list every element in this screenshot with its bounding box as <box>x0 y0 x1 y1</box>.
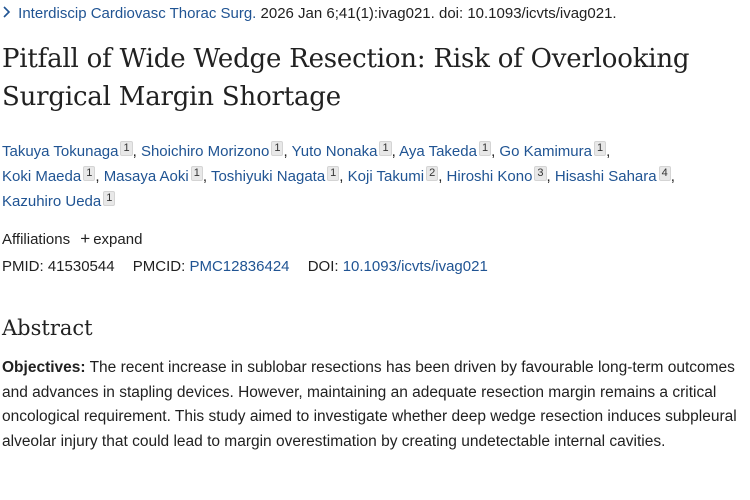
author-link[interactable]: Takuya Tokunaga <box>2 143 119 160</box>
author-separator: , <box>391 143 400 160</box>
author-link[interactable]: Shoichiro Morizono <box>140 143 270 160</box>
author-item: Kazuhiro Ueda 1 <box>2 191 116 210</box>
doi-label: DOI: <box>307 258 339 275</box>
author-list: Takuya Tokunaga 1, Shoichiro Morizono 1, Y… <box>2 139 748 214</box>
author-item: Takuya Tokunaga 1 <box>2 141 133 160</box>
affiliation-number-badge[interactable]: 1 <box>379 141 392 156</box>
expand-label: expand <box>93 231 143 248</box>
affiliation-number-badge[interactable]: 3 <box>534 166 547 181</box>
pmcid-link[interactable]: PMC12836424 <box>189 258 290 275</box>
author-link[interactable]: Go Kamimura <box>499 143 592 160</box>
pmcid-label: PMCID: <box>132 258 186 275</box>
affiliation-number-badge[interactable]: 1 <box>120 141 133 156</box>
doi-link[interactable]: 10.1093/icvts/ivag021 <box>342 258 488 275</box>
author-item: Koki Maeda 1 <box>2 166 96 185</box>
author-link[interactable]: Hisashi Sahara <box>554 168 657 185</box>
author-link[interactable]: Aya Takeda <box>399 143 477 160</box>
affiliations-expand-button[interactable]: + expand <box>80 229 143 248</box>
journal-citation: Interdiscip Cardiovasc Thorac Surg. 2026… <box>2 4 617 24</box>
affiliation-number-badge[interactable]: 2 <box>426 166 439 181</box>
author-separator: , <box>283 143 292 160</box>
author-link[interactable]: Koji Takumi <box>347 168 425 185</box>
chevron-right-icon[interactable] <box>2 4 14 24</box>
identifiers-row: PMID: 41530544 PMCID: PMC12836424 DOI: 1… <box>2 257 502 277</box>
author-item: Toshiyuki Nagata 1 <box>210 166 340 185</box>
author-item: Go Kamimura 1 <box>499 141 607 160</box>
pmid-value: 41530544 <box>47 258 115 275</box>
affiliation-number-badge[interactable]: 1 <box>271 141 284 156</box>
author-link[interactable]: Kazuhiro Ueda <box>2 193 102 210</box>
objectives-text: The recent increase in sublobar resectio… <box>2 359 737 450</box>
author-separator: , <box>95 168 104 185</box>
affiliation-number-badge[interactable]: 1 <box>83 166 96 181</box>
author-separator: , <box>202 168 211 185</box>
plus-icon: + <box>80 229 91 248</box>
author-item: Yuto Nonaka 1 <box>291 141 392 160</box>
author-link[interactable]: Toshiyuki Nagata <box>210 168 326 185</box>
affiliation-number-badge[interactable]: 1 <box>593 141 607 156</box>
objectives-label: Objectives: <box>2 359 86 376</box>
author-item: Masaya Aoki 1 <box>103 166 203 185</box>
author-separator: , <box>670 168 675 185</box>
abstract-body: Objectives: The recent increase in sublo… <box>2 356 744 464</box>
author-link[interactable]: Hiroshi Kono <box>446 168 533 185</box>
abstract-objectives: Objectives: The recent increase in sublo… <box>2 356 744 454</box>
author-separator: , <box>606 143 611 160</box>
author-separator: , <box>132 143 141 160</box>
author-separator: , <box>339 168 348 185</box>
author-item: Shoichiro Morizono 1 <box>140 141 284 160</box>
author-separator: , <box>491 143 500 160</box>
author-link[interactable]: Masaya Aoki <box>103 168 189 185</box>
affiliation-number-badge[interactable]: 1 <box>478 141 492 156</box>
author-item: Hisashi Sahara 4 <box>554 166 671 185</box>
author-link[interactable]: Yuto Nonaka <box>291 143 378 160</box>
author-item: Hiroshi Kono 3 <box>446 166 547 185</box>
author-item: Aya Takeda 1 <box>399 141 492 160</box>
affiliation-number-badge[interactable]: 1 <box>103 191 116 206</box>
journal-citation-details: 2026 Jan 6;41(1):ivag021. doi: 10.1093/i… <box>260 5 617 22</box>
page-title: Pitfall of Wide Wedge Resection: Risk of… <box>2 44 690 112</box>
author-separator: , <box>546 168 555 185</box>
author-separator: , <box>438 168 447 185</box>
journal-link[interactable]: Interdiscip Cardiovasc Thorac Surg. <box>18 5 257 22</box>
pmid-label: PMID: <box>2 258 44 275</box>
affiliation-number-badge[interactable]: 1 <box>190 166 203 181</box>
abstract-heading: Abstract <box>2 316 93 340</box>
affiliation-number-badge[interactable]: 1 <box>327 166 340 181</box>
affiliations-label: Affiliations <box>2 231 71 248</box>
affiliations-row: Affiliations + expand <box>2 229 142 250</box>
affiliation-number-badge[interactable]: 4 <box>658 166 671 181</box>
author-link[interactable]: Koki Maeda <box>2 168 82 185</box>
author-item: Koji Takumi 2 <box>347 166 439 185</box>
